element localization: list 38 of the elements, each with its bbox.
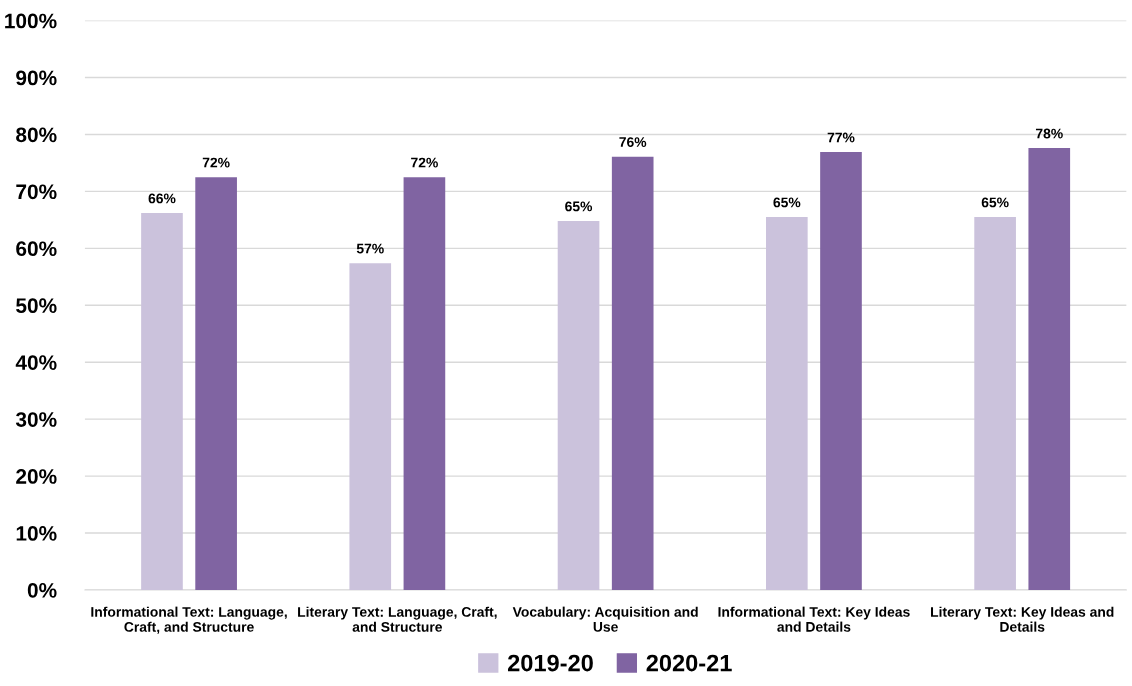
x-tick-label: Literary Text: Language, Craft, and Structure (298, 606, 497, 632)
data-label: 72% (411, 157, 438, 168)
x-tick-label: Literary Text: Key Ideas and Details (931, 606, 1114, 632)
bar (195, 177, 237, 590)
data-label: 66% (148, 193, 176, 204)
bar (557, 221, 600, 590)
legend-label: 2019-20 (507, 654, 593, 672)
data-label: 57% (356, 243, 384, 254)
data-label: 65% (773, 197, 801, 208)
y-tick-label: 10% (16, 526, 57, 541)
data-label: 76% (619, 137, 647, 147)
legend-label: 2020-21 (646, 654, 732, 672)
data-label: 77% (827, 132, 855, 143)
x-tick-label: Informational Text: Language, Craft, and Structure (91, 606, 287, 634)
bar (141, 213, 183, 590)
y-tick-label: 70% (16, 184, 57, 200)
bar (403, 177, 446, 590)
x-tick-label: Vocabulary: Acquisition and Use (512, 606, 698, 632)
y-tick-label: 20% (16, 469, 57, 484)
y-tick-label: 90% (16, 70, 57, 86)
bar (820, 152, 862, 590)
y-tick-label: 0% (27, 582, 57, 598)
data-label: 65% (981, 197, 1009, 208)
data-label: 78% (1035, 128, 1063, 139)
data-label: 65% (565, 201, 593, 212)
y-tick-label: 60% (16, 241, 57, 257)
bar (1028, 148, 1071, 590)
bar (974, 217, 1016, 590)
y-tick-label: 100% (5, 13, 57, 29)
y-tick-label: 40% (15, 355, 57, 370)
x-tick-label: Informational Text: Key Ideas and Details (718, 606, 910, 632)
y-tick-label: 80% (16, 127, 57, 143)
bar (349, 263, 392, 590)
bar (611, 156, 654, 590)
y-tick-label: 30% (15, 412, 57, 427)
bar (766, 217, 808, 590)
y-tick-label: 50% (16, 298, 57, 314)
data-label: 72% (202, 157, 230, 168)
